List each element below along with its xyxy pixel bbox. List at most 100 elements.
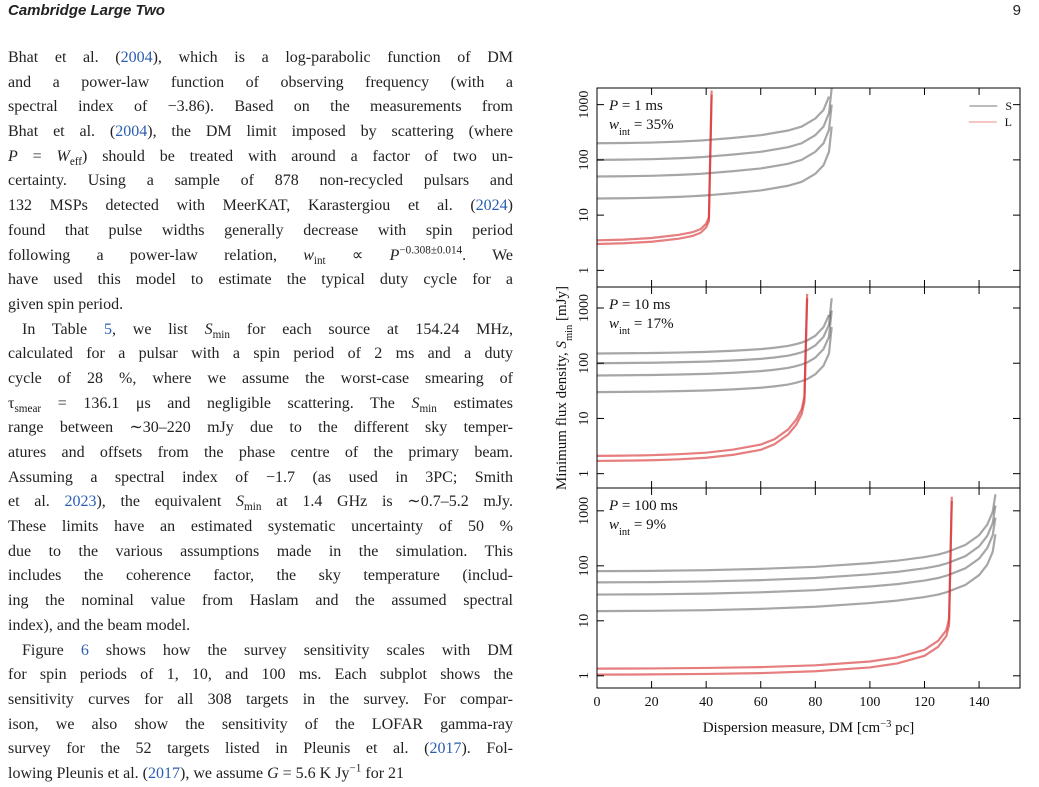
y-tick-label: 1000: [577, 91, 592, 119]
text-run: spectral index of −3.86). Based on the m…: [8, 98, 513, 116]
text-line: Assuming a spectral index of −1.7 (as us…: [8, 466, 513, 491]
y-tick-label: 100: [577, 149, 592, 170]
y-tick-label: 10: [577, 411, 592, 425]
x-tick-label: 80: [808, 695, 822, 710]
y-tick-label: 1: [577, 267, 592, 274]
x-tick-label: 120: [914, 695, 935, 710]
text-run: due to the various assumptions made in t…: [8, 542, 513, 560]
text-run: −0.308±0.014: [399, 243, 463, 256]
text-run: and a power-law function of observing fr…: [8, 73, 513, 91]
text-line: et al. 2023), the equivalent Smin at 1.4…: [8, 490, 513, 515]
panel-annotation: P = 100 ms: [608, 498, 678, 514]
text-run: = 1 ms: [618, 98, 663, 114]
text-run: = 35%: [630, 117, 673, 133]
curve: [597, 104, 833, 178]
text-run: P: [8, 147, 18, 165]
y-tick-label: 1: [577, 470, 592, 477]
text-run: 2004: [120, 49, 153, 66]
text-run: certainty. Using a sample of 878 non-rec…: [8, 172, 513, 190]
y-tick-label: 1000: [577, 497, 592, 525]
legend-label: L: [1005, 115, 1012, 129]
panel-annotation: P = 10 ms: [608, 297, 671, 313]
curve: [597, 494, 997, 573]
text-run: min: [212, 328, 231, 341]
panel-annotation: P = 1 ms: [608, 98, 663, 114]
y-tick-label: 10: [577, 614, 592, 628]
text-run: ), we assume: [179, 764, 268, 782]
text-run: includes the coherence factor, the sky t…: [8, 567, 513, 585]
curve: [597, 314, 830, 355]
curve: [597, 293, 809, 457]
curve: [597, 501, 953, 676]
text-run: = 10 ms: [618, 297, 670, 313]
text-run: following a power-law relation,: [8, 246, 304, 264]
text-run: 2017: [147, 764, 180, 782]
text-run: Bhat et al. (: [8, 49, 121, 66]
text-run: Dispersion measure, DM [cm: [703, 720, 881, 736]
text-line: calculated for a pulsar with a spin peri…: [8, 342, 513, 367]
panel-annotation: wint = 35%: [609, 117, 674, 138]
text-run: These limits have an estimated systemati…: [8, 518, 513, 536]
curve: [597, 496, 953, 670]
text-run: 2004: [115, 123, 148, 141]
text-run: = 9%: [630, 517, 666, 533]
text-run: smear: [14, 402, 42, 415]
text-run: min: [564, 324, 575, 341]
text-run: w: [609, 517, 619, 533]
text-line: and a power-law function of observing fr…: [8, 71, 513, 96]
text-run: S: [1005, 99, 1012, 113]
text-run: −1: [349, 762, 362, 775]
x-axis-label: Dispersion measure, DM [cm−3 pc]: [703, 719, 915, 737]
curve: [597, 298, 809, 463]
text-line: τsmear = 136.1 μs and negligible scatter…: [8, 392, 513, 417]
text-run: index), and the beam model.: [8, 616, 191, 634]
text-run: ), which is a log-parabolic function of …: [152, 49, 514, 66]
text-line: In Table 5, we list Smin for each source…: [8, 318, 513, 343]
text-run: calculated for a pulsar with a spin peri…: [8, 345, 513, 363]
curve: [597, 327, 833, 394]
text-run: , we list: [111, 320, 205, 338]
panel-annotation: wint = 9%: [609, 517, 666, 538]
text-run: 6: [80, 641, 89, 659]
text-run: for spin periods of 1, 10, and 100 ms. E…: [8, 666, 513, 684]
y-tick-label: 100: [577, 555, 592, 576]
text-line: following a power-law relation, wint ∝ P…: [8, 244, 513, 269]
curve: [597, 94, 713, 246]
text-run: found that pulse widths generally decrea…: [8, 221, 513, 239]
text-run: int: [619, 527, 630, 538]
text-run: int: [313, 254, 326, 267]
text-run: =: [17, 147, 57, 165]
text-line: These limits have an estimated systemati…: [8, 515, 513, 540]
text-run: P: [389, 246, 400, 264]
text-run: L: [1005, 115, 1012, 129]
legend-label: S: [1005, 99, 1012, 113]
plot-area: [597, 88, 833, 246]
text-run: w: [303, 246, 314, 264]
x-tick-label: 140: [969, 695, 990, 710]
text-run: τ: [8, 394, 15, 412]
x-tick-label: 100: [859, 695, 880, 710]
text-run: = 100 ms: [618, 498, 678, 514]
y-tick-label: 10: [577, 208, 592, 222]
text-run: ), the DM limit imposed by scattering (w…: [147, 123, 513, 141]
curve: [597, 517, 997, 596]
curve: [597, 88, 833, 161]
plot-area: [597, 494, 997, 676]
text-run: shows how the survey sensitivity scales …: [88, 641, 513, 659]
text-run: 132 MSPs detected with MeerKAT, Karaster…: [8, 197, 476, 215]
text-run: given spin period.: [8, 295, 124, 313]
text-run: for 21: [361, 764, 405, 782]
text-run: range between ∼30–220 mJy due to the dif…: [8, 419, 513, 437]
text-line: cycle of 28 %, where we assume the worst…: [8, 367, 513, 392]
text-run: ∝: [325, 246, 390, 264]
curve: [597, 90, 713, 242]
text-run: S: [411, 394, 420, 412]
text-line: range between ∼30–220 mJy due to the dif…: [8, 416, 513, 441]
curve: [597, 534, 997, 613]
text-run: w: [609, 117, 619, 133]
curve: [597, 505, 997, 584]
text-run: G: [267, 764, 279, 782]
text-run: at 1.4 GHz is ∼0.7–5.2 mJy.: [261, 493, 514, 511]
text-line: found that pulse widths generally decrea…: [8, 219, 513, 244]
